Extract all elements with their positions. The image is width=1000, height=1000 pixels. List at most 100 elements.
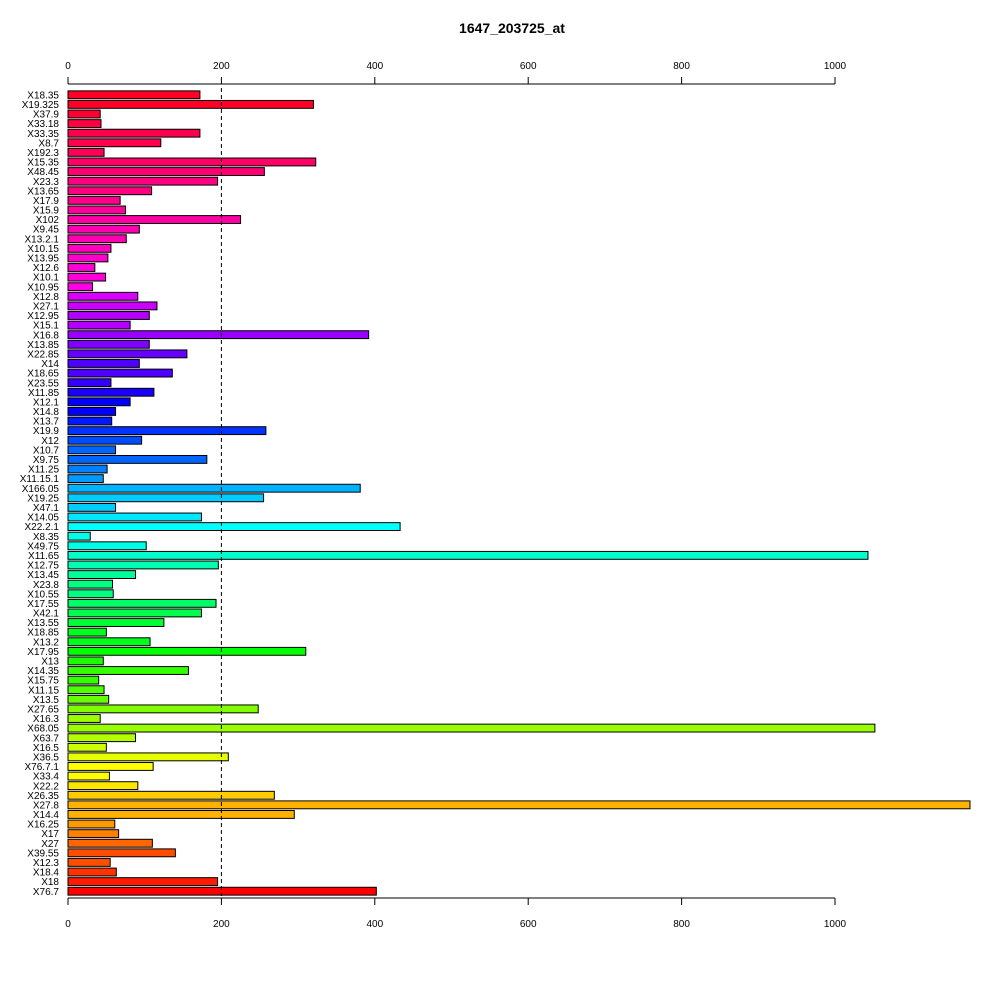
category-label: X17.95 xyxy=(27,647,59,658)
bottom-tick-label: 1000 xyxy=(824,919,847,930)
bar xyxy=(67,378,112,388)
bar xyxy=(67,109,101,119)
bar xyxy=(67,186,153,196)
category-label: X16.3 xyxy=(33,714,60,725)
bar xyxy=(67,877,219,887)
category-label: X36.5 xyxy=(33,752,60,763)
category-label: X13.2.1 xyxy=(25,234,60,245)
category-label: X23.8 xyxy=(33,580,60,591)
bar xyxy=(67,234,127,244)
bar xyxy=(67,224,140,234)
category-label: X13.45 xyxy=(27,570,59,581)
category-label: X13.7 xyxy=(33,417,60,428)
top-tick-label: 200 xyxy=(213,61,230,72)
bottom-tick-label: 400 xyxy=(366,919,383,930)
bar xyxy=(67,253,109,263)
category-label: X18 xyxy=(41,877,59,888)
category-label: X13.55 xyxy=(27,618,59,629)
bar xyxy=(67,301,158,311)
category-label: X12 xyxy=(41,436,59,447)
bar xyxy=(67,407,117,416)
category-label: X12.1 xyxy=(33,397,60,408)
category-label: X63.7 xyxy=(33,733,60,744)
bar xyxy=(67,128,201,138)
top-tick-label: 600 xyxy=(520,61,537,72)
top-tick-label: 400 xyxy=(366,61,383,72)
category-label: X17 xyxy=(41,829,59,840)
category-label: X102 xyxy=(36,215,60,226)
bar xyxy=(67,618,165,627)
category-label: X13 xyxy=(41,657,59,668)
bar xyxy=(67,397,131,407)
bar xyxy=(67,483,361,493)
category-label: X22.2.1 xyxy=(25,522,60,533)
bar xyxy=(67,637,151,647)
bar xyxy=(67,263,96,272)
category-label: X17.55 xyxy=(27,599,59,610)
bar xyxy=(67,857,111,867)
bar xyxy=(67,694,110,704)
bar xyxy=(67,790,275,800)
category-label: X13.95 xyxy=(27,254,59,265)
bar xyxy=(67,723,876,733)
bar xyxy=(67,147,105,157)
top-tick-label: 1000 xyxy=(824,61,847,72)
category-label: X27.8 xyxy=(33,800,60,811)
category-label: X15.35 xyxy=(27,158,59,169)
category-label: X8.35 xyxy=(33,532,60,543)
bar xyxy=(67,291,139,301)
category-label: X11.15 xyxy=(28,685,59,696)
category-label: X16.25 xyxy=(27,820,59,831)
bar xyxy=(67,426,267,436)
bar xyxy=(67,627,107,637)
bar xyxy=(67,435,143,445)
category-label: X27 xyxy=(41,839,59,850)
bar xyxy=(67,522,401,532)
bar xyxy=(67,205,127,215)
category-label: X13.65 xyxy=(27,186,59,197)
category-label: X10.15 xyxy=(27,244,59,255)
category-label: X12.75 xyxy=(27,561,59,572)
bar xyxy=(67,474,104,484)
bar xyxy=(67,99,314,109)
bar xyxy=(67,215,242,224)
category-label: X19.9 xyxy=(33,426,60,437)
bar xyxy=(67,800,971,810)
category-label: X27.1 xyxy=(33,301,60,312)
category-label: X23.3 xyxy=(33,177,60,188)
bar xyxy=(67,138,162,148)
category-label: X27.65 xyxy=(27,704,59,715)
bar xyxy=(67,243,112,253)
category-label: X12.6 xyxy=(33,263,60,274)
bar xyxy=(67,387,155,397)
bottom-tick-label: 800 xyxy=(673,919,690,930)
category-label: X18.35 xyxy=(27,90,59,101)
bar xyxy=(67,819,116,829)
category-label: X18.85 xyxy=(27,628,59,639)
bar xyxy=(67,90,201,100)
category-label: X9.45 xyxy=(33,225,60,236)
category-label: X13.2 xyxy=(33,637,60,648)
bottom-tick-label: 600 xyxy=(520,919,537,930)
category-label: X11.25 xyxy=(28,465,59,476)
category-label: X39.55 xyxy=(27,848,59,859)
category-label: X33.35 xyxy=(27,129,59,140)
bar xyxy=(67,339,150,349)
top-tick-label: 800 xyxy=(673,61,690,72)
bar xyxy=(67,829,120,839)
category-label: X48.45 xyxy=(27,167,59,178)
category-label: X76.7.1 xyxy=(25,762,60,773)
category-label: X11.85 xyxy=(28,388,59,399)
category-label: X16.5 xyxy=(33,743,60,754)
bar xyxy=(67,531,91,541)
bar xyxy=(67,272,107,282)
bar xyxy=(67,752,229,762)
bar xyxy=(67,646,307,656)
bar xyxy=(67,157,317,167)
bar xyxy=(67,714,101,723)
bar xyxy=(67,598,217,608)
category-label: X12.3 xyxy=(33,858,60,869)
bar xyxy=(67,512,202,522)
category-label: X15.1 xyxy=(33,321,60,332)
